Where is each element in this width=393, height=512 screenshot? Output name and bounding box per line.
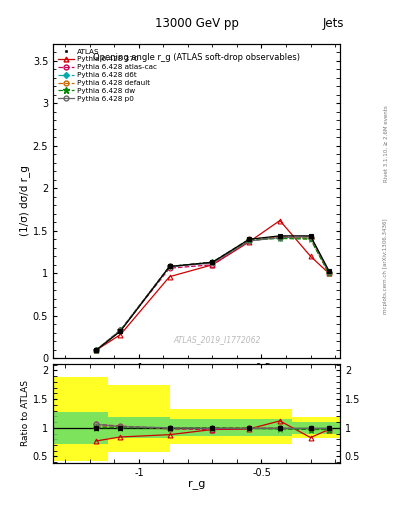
Text: mcplots.cern.ch [arXiv:1306.3436]: mcplots.cern.ch [arXiv:1306.3436] bbox=[384, 219, 388, 314]
Text: Opening angle r_g (ATLAS soft-drop observables): Opening angle r_g (ATLAS soft-drop obser… bbox=[93, 53, 300, 62]
Bar bbox=[292, 417, 340, 438]
Bar bbox=[292, 422, 340, 434]
Bar bbox=[169, 410, 231, 444]
Bar bbox=[108, 385, 169, 452]
Text: ATLAS_2019_I1772062: ATLAS_2019_I1772062 bbox=[174, 335, 261, 344]
Y-axis label: Ratio to ATLAS: Ratio to ATLAS bbox=[21, 380, 30, 446]
Bar bbox=[231, 410, 292, 444]
Text: Jets: Jets bbox=[322, 17, 344, 30]
X-axis label: r_g: r_g bbox=[188, 480, 205, 489]
Text: Rivet 3.1.10, ≥ 2.6M events: Rivet 3.1.10, ≥ 2.6M events bbox=[384, 105, 388, 182]
Y-axis label: (1/σ) dσ/d r_g: (1/σ) dσ/d r_g bbox=[19, 165, 30, 237]
Bar bbox=[53, 412, 108, 444]
Bar bbox=[53, 377, 108, 461]
Bar bbox=[169, 419, 231, 436]
Legend: ATLAS, Pythia 6.428 370, Pythia 6.428 atlas-cac, Pythia 6.428 d6t, Pythia 6.428 : ATLAS, Pythia 6.428 370, Pythia 6.428 at… bbox=[57, 47, 158, 103]
Text: 13000 GeV pp: 13000 GeV pp bbox=[154, 17, 239, 30]
Bar bbox=[108, 417, 169, 438]
Bar bbox=[231, 419, 292, 436]
